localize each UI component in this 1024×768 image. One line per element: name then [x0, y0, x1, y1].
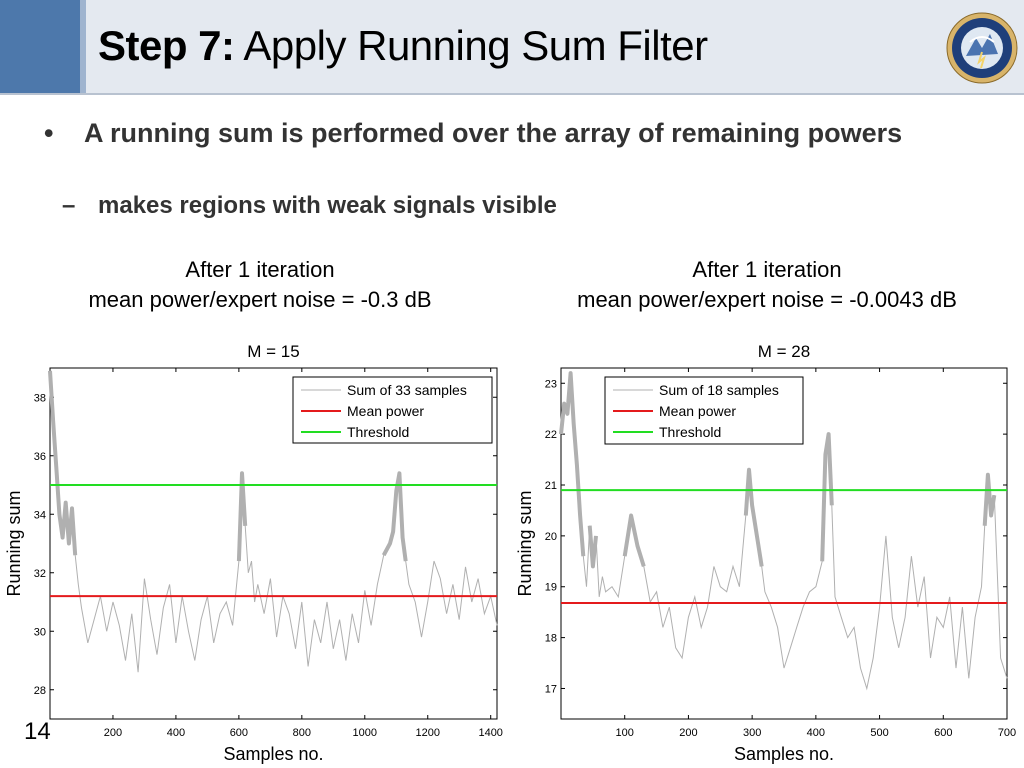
- y-tick-label: 30: [34, 626, 46, 638]
- right-chart-caption: After 1 iteration mean power/expert nois…: [530, 255, 1004, 315]
- legend-label: Sum of 33 samples: [347, 382, 467, 398]
- right-caption-line1: After 1 iteration: [692, 257, 842, 282]
- y-tick-label: 20: [545, 531, 557, 543]
- detected-region-line: [622, 513, 646, 567]
- x-axis-label: Samples no.: [734, 744, 834, 764]
- detected-region-line: [982, 472, 997, 526]
- y-tick-label: 32: [34, 568, 46, 580]
- detected-region-line: [820, 432, 834, 562]
- slide-title-bold: Step 7:: [98, 22, 235, 69]
- x-tick-label: 800: [293, 727, 311, 739]
- bullet-dash: –: [62, 192, 76, 219]
- y-tick-label: 28: [34, 685, 46, 697]
- x-tick-label: 200: [679, 727, 697, 739]
- right-caption-line2: mean power/expert noise = -0.0043 dB: [577, 287, 957, 312]
- chart-title: M = 28: [758, 342, 810, 361]
- chart-title: M = 15: [247, 342, 299, 361]
- slide-title-rest: Apply Running Sum Filter: [234, 22, 708, 69]
- detected-region-line: [381, 471, 408, 562]
- x-tick-label: 1400: [478, 727, 502, 739]
- x-tick-label: 400: [167, 727, 185, 739]
- y-tick-label: 19: [545, 582, 557, 594]
- legend-label: Threshold: [659, 424, 721, 440]
- left-caption-line1: After 1 iteration: [185, 257, 335, 282]
- detected-region-line: [236, 471, 248, 562]
- nssl-seal-icon: [946, 12, 1018, 84]
- legend-label: Mean power: [659, 403, 736, 419]
- slide-title: Step 7: Apply Running Sum Filter: [98, 22, 708, 70]
- detected-region-line: [587, 525, 598, 569]
- page-number: 14: [24, 718, 51, 745]
- bullet-dot: •: [44, 118, 54, 148]
- y-axis-label: Running sum: [4, 490, 24, 596]
- y-tick-label: 23: [545, 378, 557, 390]
- x-tick-label: 600: [230, 727, 248, 739]
- detected-region-line: [743, 467, 764, 567]
- legend-label: Sum of 18 samples: [659, 382, 779, 398]
- x-tick-label: 100: [616, 727, 634, 739]
- legend-label: Threshold: [347, 424, 409, 440]
- y-tick-label: 17: [545, 683, 557, 695]
- y-tick-label: 22: [545, 429, 557, 441]
- x-tick-label: 1000: [353, 727, 377, 739]
- header-accent-stripe: [80, 0, 86, 93]
- signal-line: [49, 370, 498, 673]
- bullet-sub-text: makes regions with weak signals visible: [98, 192, 557, 219]
- x-tick-label: 700: [998, 727, 1016, 739]
- x-axis-label: Samples no.: [223, 744, 323, 764]
- y-tick-label: 34: [34, 509, 46, 521]
- left-caption-line2: mean power/expert noise = -0.3 dB: [88, 287, 432, 312]
- detected-region-line: [559, 371, 586, 557]
- detected-region-line: [48, 370, 78, 556]
- x-tick-label: 400: [807, 727, 825, 739]
- legend-label: Mean power: [347, 403, 424, 419]
- slide-header: [0, 0, 1024, 95]
- x-tick-label: 300: [743, 727, 761, 739]
- left-chart-caption: After 1 iteration mean power/expert nois…: [40, 255, 480, 315]
- y-tick-label: 18: [545, 633, 557, 645]
- signal-line: [560, 373, 1008, 691]
- x-tick-label: 500: [870, 727, 888, 739]
- header-accent-bar: [0, 0, 80, 93]
- x-tick-label: 1200: [416, 727, 440, 739]
- bullet-main-text: A running sum is performed over the arra…: [84, 118, 903, 148]
- y-tick-label: 38: [34, 392, 46, 404]
- y-tick-label: 21: [545, 480, 557, 492]
- y-tick-label: 36: [34, 451, 46, 463]
- y-axis-label: Running sum: [515, 490, 535, 596]
- x-tick-label: 200: [104, 727, 122, 739]
- x-tick-label: 600: [934, 727, 952, 739]
